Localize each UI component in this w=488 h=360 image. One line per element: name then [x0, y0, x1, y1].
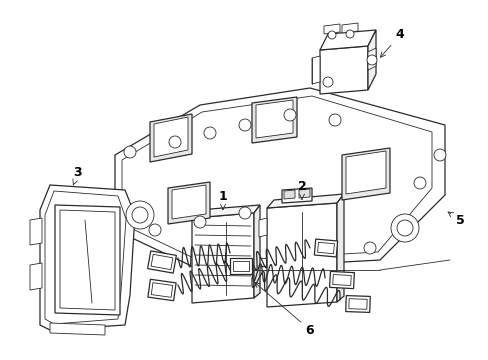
Polygon shape [172, 185, 205, 219]
Polygon shape [154, 117, 187, 157]
Polygon shape [259, 218, 266, 237]
Polygon shape [251, 97, 296, 143]
Circle shape [366, 55, 376, 65]
Bar [232, 261, 248, 271]
Text: 2: 2 [297, 180, 306, 199]
Polygon shape [50, 323, 105, 335]
Circle shape [396, 220, 412, 236]
Polygon shape [367, 48, 375, 70]
Circle shape [390, 214, 418, 242]
Polygon shape [266, 203, 336, 307]
Text: 1: 1 [218, 190, 227, 210]
Circle shape [327, 31, 335, 39]
Circle shape [346, 30, 353, 38]
Circle shape [363, 242, 375, 254]
Polygon shape [30, 218, 42, 245]
Circle shape [126, 201, 154, 229]
Polygon shape [311, 56, 319, 84]
Polygon shape [341, 148, 389, 200]
Circle shape [194, 216, 205, 228]
Polygon shape [298, 189, 309, 198]
Polygon shape [55, 205, 120, 315]
Circle shape [413, 177, 425, 189]
Polygon shape [341, 23, 357, 33]
Polygon shape [367, 30, 375, 90]
Polygon shape [168, 182, 209, 224]
Polygon shape [324, 24, 339, 34]
Polygon shape [282, 188, 311, 203]
Circle shape [328, 114, 340, 126]
Text: 4: 4 [380, 28, 404, 57]
Polygon shape [256, 100, 292, 138]
Circle shape [149, 224, 161, 236]
Circle shape [239, 119, 250, 131]
Polygon shape [40, 185, 135, 330]
Polygon shape [329, 271, 354, 289]
Text: 5: 5 [447, 212, 464, 226]
Circle shape [169, 136, 181, 148]
Polygon shape [147, 279, 176, 301]
Circle shape [132, 207, 148, 223]
Polygon shape [30, 263, 42, 290]
Circle shape [323, 77, 332, 87]
Circle shape [239, 207, 250, 219]
Polygon shape [115, 88, 444, 270]
Polygon shape [192, 205, 260, 218]
Polygon shape [266, 194, 343, 208]
Bar [229, 258, 251, 274]
Polygon shape [319, 30, 375, 50]
Polygon shape [150, 114, 192, 162]
Polygon shape [336, 194, 343, 302]
Circle shape [284, 109, 295, 121]
Circle shape [433, 149, 445, 161]
Circle shape [203, 127, 216, 139]
Polygon shape [319, 46, 367, 94]
Text: 3: 3 [73, 166, 82, 185]
Polygon shape [192, 213, 253, 303]
Polygon shape [314, 239, 337, 257]
Polygon shape [284, 190, 294, 199]
Polygon shape [345, 296, 369, 312]
Polygon shape [253, 205, 260, 298]
Text: 6: 6 [254, 283, 314, 337]
Circle shape [124, 146, 136, 158]
Polygon shape [147, 251, 176, 273]
Polygon shape [346, 151, 385, 194]
